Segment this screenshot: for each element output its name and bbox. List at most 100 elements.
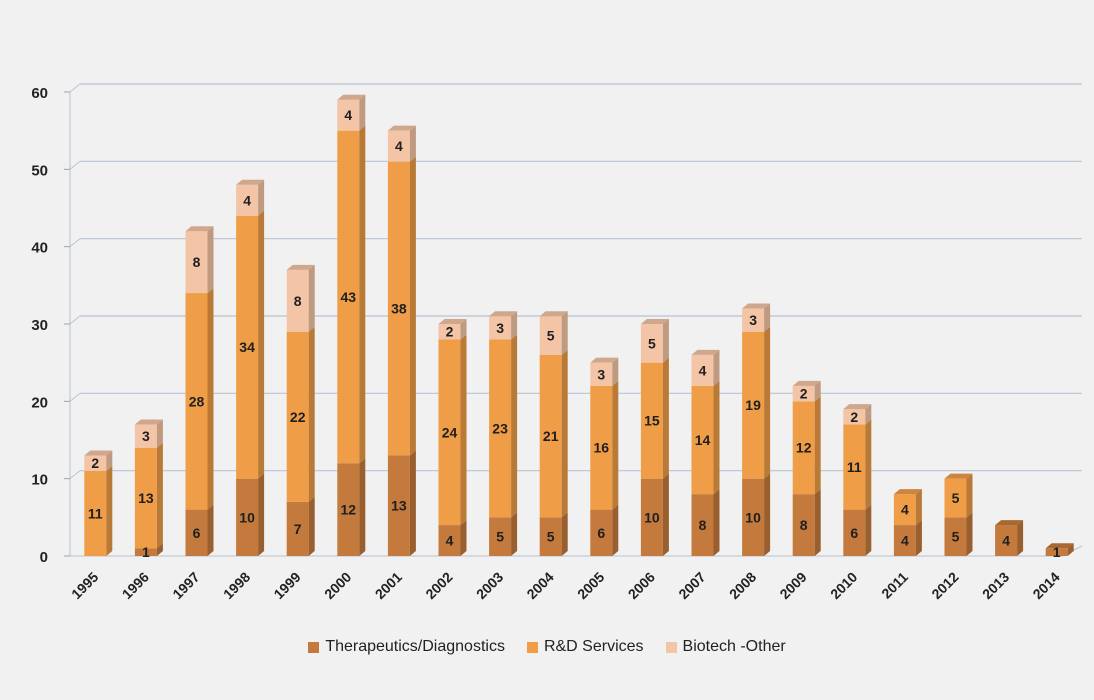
bar-top	[236, 179, 265, 185]
data-label: 5	[547, 328, 555, 344]
bar-top	[1045, 543, 1074, 549]
bar-top	[893, 489, 922, 495]
bar-side	[814, 489, 821, 556]
bar-side	[915, 520, 922, 556]
bar-top	[742, 303, 771, 309]
legend-label: Therapeutics/Diagnostics	[325, 638, 505, 655]
x-tick-label: 2006	[625, 569, 658, 602]
gridline-slant	[69, 392, 81, 402]
data-label: 4	[243, 192, 251, 208]
bar-segment	[236, 215, 259, 479]
data-label: 16	[594, 440, 610, 456]
bar-segment	[944, 478, 967, 518]
data-label: 8	[294, 293, 302, 309]
bar-side	[713, 489, 720, 556]
bar-side	[764, 303, 771, 332]
bar-top	[337, 94, 366, 100]
data-label: 24	[442, 424, 458, 440]
x-tick-label: 2007	[675, 569, 708, 602]
bar-side	[1017, 520, 1024, 556]
bar-side	[460, 520, 467, 556]
bar-segment	[286, 501, 309, 556]
bar-segment	[843, 509, 866, 556]
x-tick-label: 1997	[169, 569, 202, 602]
bar-segment	[185, 509, 208, 556]
bar-side	[612, 504, 619, 556]
x-tick-label: 2003	[473, 569, 506, 602]
bar-side	[308, 264, 315, 332]
bar-side	[612, 380, 619, 510]
bar-side	[966, 473, 973, 518]
bar-side	[865, 504, 872, 556]
x-tick-label: 2012	[928, 569, 961, 602]
x-tick-label: 1999	[270, 569, 303, 602]
bar-top	[843, 404, 872, 410]
bar-segment	[742, 331, 765, 479]
x-tick-label: 2002	[422, 569, 455, 602]
bar-side	[865, 419, 872, 510]
bar-side	[156, 543, 163, 556]
bar-segment	[539, 316, 562, 355]
legend-swatch	[665, 641, 677, 653]
bar-side	[106, 465, 113, 556]
bar-side	[258, 473, 265, 556]
bar-top	[286, 264, 315, 270]
data-label: 7	[294, 521, 302, 537]
x-tick-label: 1998	[220, 569, 253, 602]
data-label: 3	[749, 312, 757, 328]
legend-label: R&D Services	[543, 638, 644, 655]
data-label: 2	[446, 324, 454, 340]
bar-top	[640, 319, 669, 324]
bar-segment	[944, 517, 967, 556]
bar-segment	[995, 525, 1018, 556]
data-label: 23	[492, 420, 508, 436]
data-label: 3	[142, 428, 150, 444]
bar-segment	[742, 478, 765, 556]
x-tick-label: 2000	[321, 569, 354, 602]
bar-segment	[84, 455, 107, 471]
bar-top	[489, 311, 518, 317]
gridline-slant	[69, 83, 81, 93]
bar-segment	[84, 470, 107, 556]
y-tick-label: 60	[31, 85, 48, 102]
bar-segment	[590, 362, 613, 386]
bar-segment	[337, 130, 360, 464]
bar-segment	[438, 324, 461, 340]
bar-side	[713, 349, 720, 386]
bar-segment	[438, 339, 461, 526]
bar-segment	[539, 354, 562, 518]
y-tick-label: 20	[31, 394, 48, 411]
data-label: 5	[496, 529, 504, 545]
bar-side	[359, 458, 366, 556]
bar-top	[590, 357, 619, 363]
data-label: 8	[699, 517, 707, 533]
data-label: 6	[597, 525, 605, 541]
grid-lines	[69, 83, 1082, 480]
data-label: 6	[193, 525, 201, 541]
bar-side	[511, 334, 518, 518]
bar-top	[84, 450, 113, 456]
bar-side	[156, 419, 163, 448]
x-tick-label: 1996	[119, 569, 152, 602]
bar-segment	[893, 525, 916, 556]
data-label: 2	[850, 409, 858, 425]
data-label: 34	[239, 339, 255, 355]
bar-segment	[337, 99, 360, 131]
data-label: 10	[644, 509, 660, 525]
y-tick-label: 0	[40, 549, 48, 566]
data-label: 10	[239, 509, 255, 525]
bar-segment	[691, 494, 714, 556]
gridline-slant	[69, 470, 81, 480]
bar-top	[185, 226, 214, 232]
data-label: 1	[142, 544, 150, 560]
bar-side	[764, 326, 771, 479]
bar-side	[662, 319, 669, 363]
bar-segment	[1045, 548, 1068, 556]
data-label: 4	[699, 362, 707, 378]
bar-segment	[134, 447, 157, 549]
bar-side	[409, 450, 416, 556]
x-tick-label: 2005	[574, 569, 607, 602]
bar-side	[561, 512, 568, 556]
data-label: 3	[597, 366, 605, 382]
